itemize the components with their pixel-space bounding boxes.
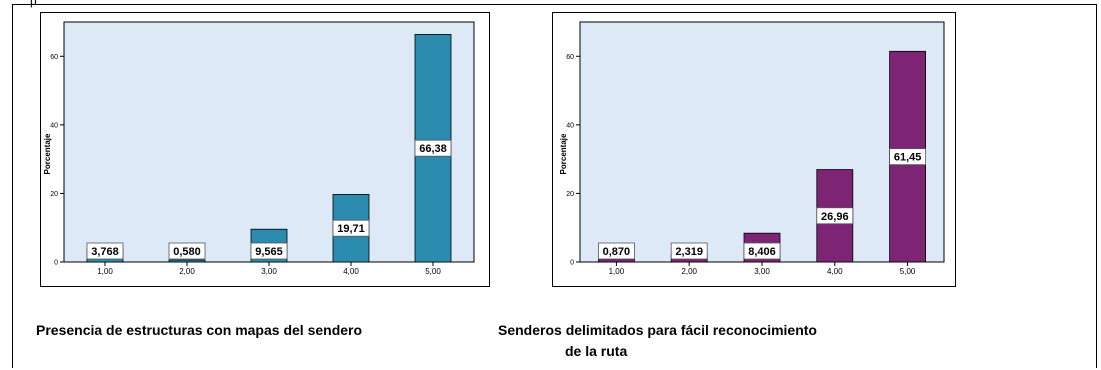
y-tick-label: 0 xyxy=(570,260,574,267)
x-tick-label: 5,00 xyxy=(425,267,441,276)
y-tick-label: 60 xyxy=(50,54,58,61)
data-label-4: 19,71 xyxy=(337,223,365,235)
chart-1-caption: Presencia de estructuras con mapas del s… xyxy=(36,320,476,341)
x-tick-label: 2,00 xyxy=(179,267,195,276)
chart-2-caption: Senderos delimitados para fácil reconoci… xyxy=(498,320,978,362)
data-label-box xyxy=(598,242,635,260)
top-text: p xyxy=(30,0,37,8)
plot-area xyxy=(63,21,475,263)
y-tick-label: 40 xyxy=(566,122,574,129)
data-label-2: 0,580 xyxy=(173,246,201,258)
data-label-3: 8,406 xyxy=(748,246,776,258)
x-tick-label: 4,00 xyxy=(343,267,359,276)
data-label-box xyxy=(332,219,370,237)
data-label-box xyxy=(816,207,854,225)
data-label-box xyxy=(168,242,206,260)
x-tick-label: 3,00 xyxy=(261,267,277,276)
bar-2 xyxy=(168,259,206,263)
bar-chart-1: 0 20 40 60 Porcentaje 1,00 3,768 2,00 0,580 3,00 9… xyxy=(40,12,490,287)
data-label-box xyxy=(743,242,781,260)
x-tick-label: 1,00 xyxy=(97,267,113,276)
data-label-3: 9,565 xyxy=(255,246,283,258)
x-tick-label: 5,00 xyxy=(900,267,916,276)
data-label-box xyxy=(414,139,452,157)
chart-2-caption-line-2: de la ruta xyxy=(565,343,628,359)
data-label-1: 0,870 xyxy=(603,246,631,258)
y-tick-label: 60 xyxy=(566,54,574,61)
y-tick-label: 40 xyxy=(50,122,58,129)
x-tick-label: 4,00 xyxy=(827,267,843,276)
bar-1 xyxy=(598,258,635,263)
plot-area xyxy=(579,21,945,263)
data-label-5: 66,38 xyxy=(419,143,447,155)
x-tick-label: 3,00 xyxy=(754,267,770,276)
data-label-4: 26,96 xyxy=(821,211,849,223)
y-axis-label: Porcentaje xyxy=(43,133,52,174)
data-label-1: 3,768 xyxy=(91,246,119,258)
data-label-box xyxy=(250,242,288,260)
outer-frame xyxy=(12,4,1097,368)
y-tick-label: 20 xyxy=(50,191,58,198)
x-tick-label: 2,00 xyxy=(681,267,697,276)
y-tick-label: 0 xyxy=(54,260,58,267)
y-axis-label: Porcentaje xyxy=(559,133,568,174)
data-label-2: 2,319 xyxy=(675,246,703,258)
y-tick-label: 20 xyxy=(566,191,574,198)
x-tick-label: 1,00 xyxy=(609,267,625,276)
data-label-box xyxy=(86,242,124,260)
data-label-box xyxy=(670,242,708,260)
data-label-box xyxy=(889,148,927,166)
bar-chart-2: 0 20 40 60 Porcentaje 1,00 0,870 2,00 2,319 3,00 8… xyxy=(552,12,956,287)
data-label-5: 61,45 xyxy=(894,152,922,164)
chart-2-caption-line-1: Senderos delimitados para fácil reconoci… xyxy=(498,322,817,338)
chart-1-caption-text: Presencia de estructuras con mapas del s… xyxy=(36,322,363,338)
